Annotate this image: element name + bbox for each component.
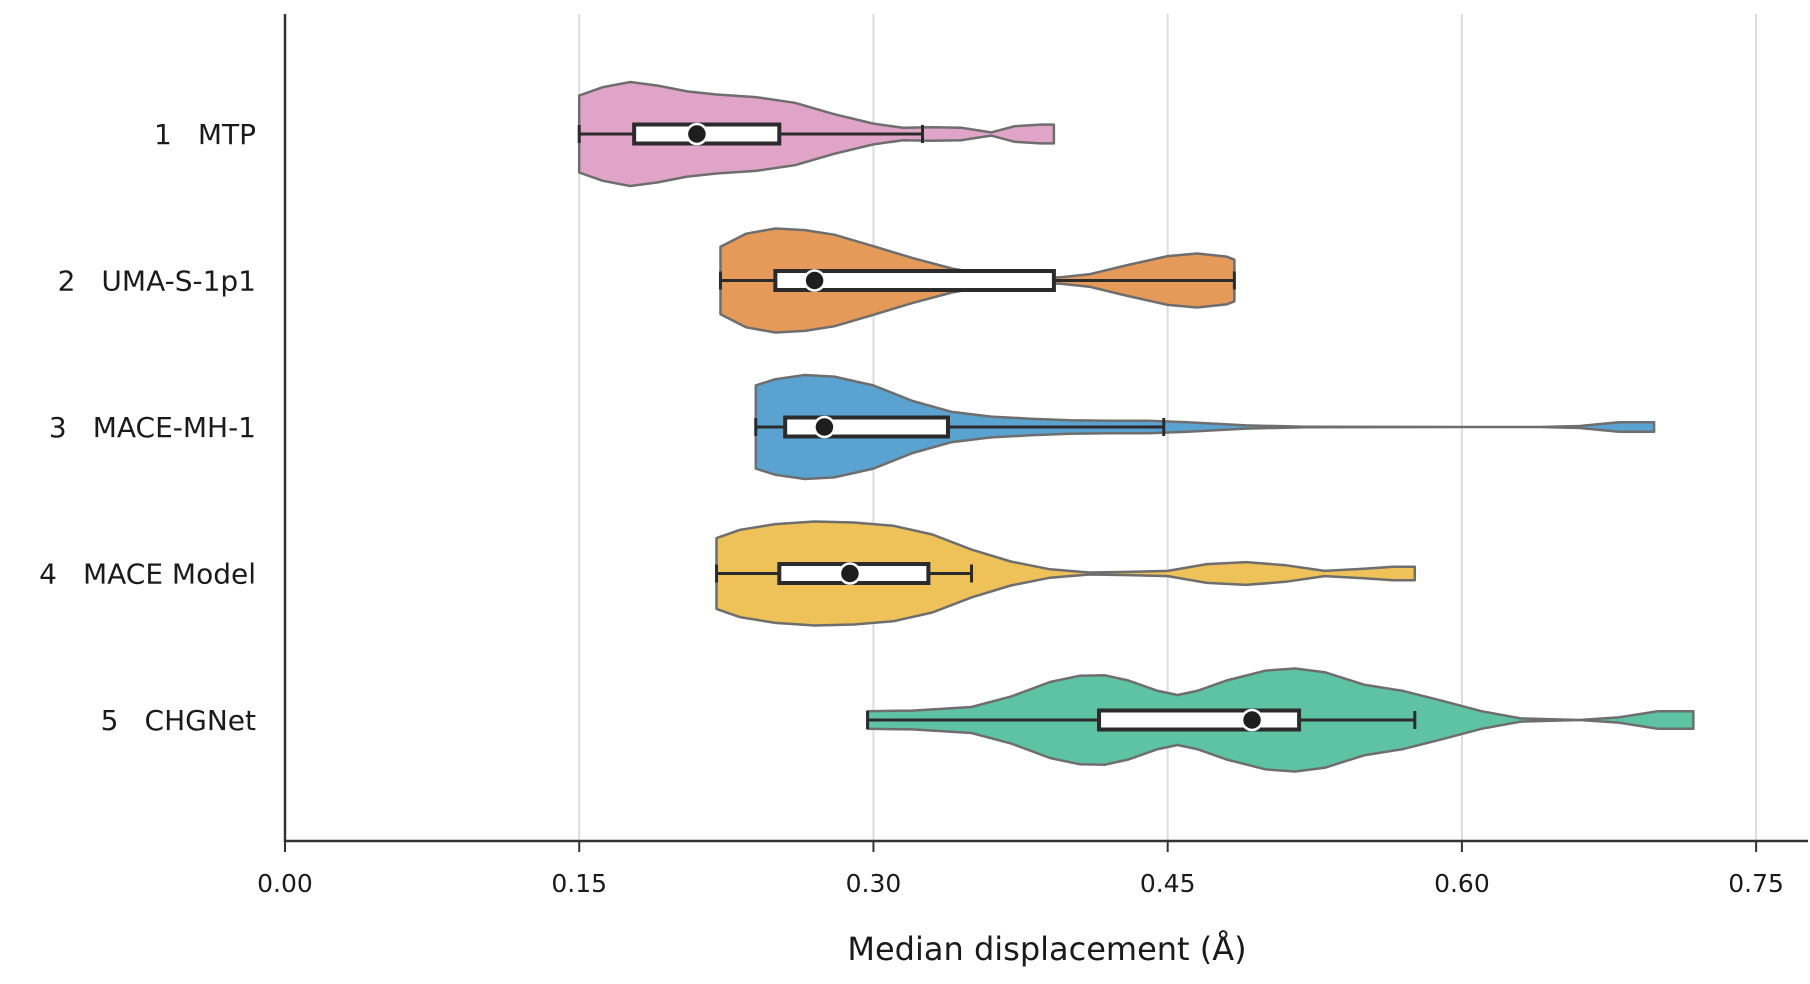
x-tick-label: 0.30	[846, 869, 902, 898]
median-marker	[813, 415, 836, 439]
iqr-box	[783, 415, 950, 439]
category-name: MACE Model	[83, 558, 256, 591]
category-rank: 3	[49, 411, 67, 444]
x-tick-label: 0.45	[1140, 869, 1196, 898]
median-marker	[685, 122, 709, 146]
violin-layer	[577, 80, 1695, 773]
iqr-box	[773, 269, 1056, 292]
median-marker	[1240, 708, 1264, 732]
violin-group-2	[718, 227, 1236, 334]
category-rank: 1	[154, 118, 172, 151]
category-rank: 2	[58, 265, 76, 298]
category-name: MACE-MH-1	[93, 411, 256, 444]
category-name: MTP	[198, 118, 256, 151]
x-tick-label: 0.75	[1728, 869, 1784, 898]
category-name: CHGNet	[145, 704, 256, 737]
category-name: UMA-S-1p1	[101, 265, 256, 298]
violin-body	[754, 373, 1656, 481]
category-rank: 4	[39, 558, 57, 591]
axes-layer	[283, 14, 1808, 843]
x-tick-label: 0.00	[257, 869, 313, 898]
violin-body	[715, 520, 1417, 627]
x-axis-title: Median displacement (Å)	[847, 930, 1246, 968]
x-tick-label: 0.15	[551, 869, 607, 898]
violin-group-3	[754, 373, 1656, 481]
label-layer: 1 MTP 2 UMA-S-1p1 3 MACE-MH-1 4 MACE Model 5 CHGN…	[39, 118, 256, 737]
category-rank: 5	[101, 704, 119, 737]
tick-layer: 0.00 0.15 0.30 0.45 0.60 0.75	[257, 841, 1784, 898]
violin-group-4	[715, 520, 1417, 627]
median-marker	[838, 562, 862, 585]
violin-group-5	[866, 667, 1695, 773]
x-tick-label: 0.60	[1434, 869, 1490, 898]
iqr-box	[1097, 708, 1302, 732]
median-marker	[803, 269, 826, 292]
violin-group-1	[577, 80, 1056, 188]
